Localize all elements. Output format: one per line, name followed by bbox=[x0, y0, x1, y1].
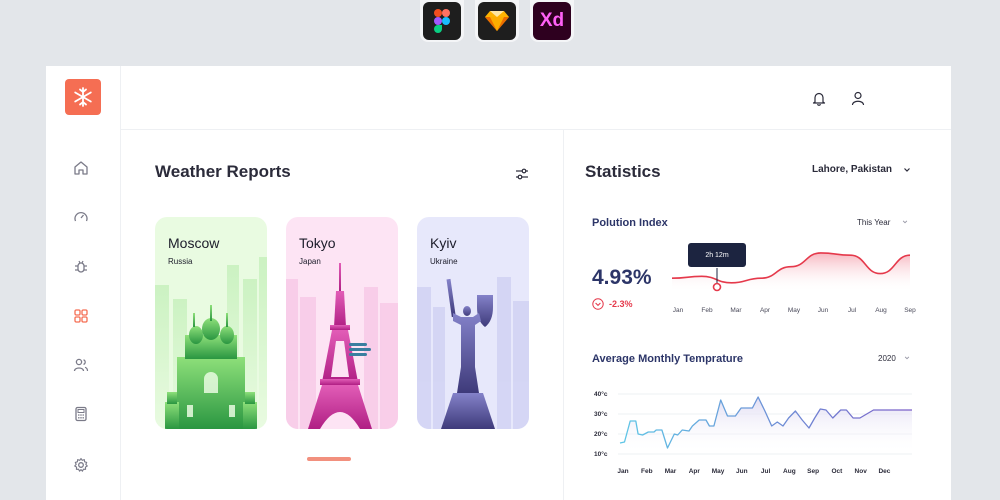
sketch-tool-icon bbox=[475, 0, 519, 42]
x-tick-label: Jan bbox=[617, 468, 628, 475]
nav-dashboard[interactable] bbox=[71, 306, 91, 326]
avg-temperature-title: Average Monthly Temprature bbox=[592, 353, 743, 365]
x-tick-label: Oct bbox=[831, 468, 843, 475]
year-select[interactable]: 2020 bbox=[878, 354, 896, 363]
carousel-indicator[interactable] bbox=[307, 457, 351, 461]
x-tick-label: Apr bbox=[760, 307, 771, 314]
statistics-title: Statistics bbox=[585, 162, 661, 181]
pollution-marker bbox=[712, 282, 722, 292]
top-header bbox=[121, 66, 951, 130]
x-tick-label: Apr bbox=[689, 468, 701, 475]
arrow-down-circle-icon bbox=[592, 298, 604, 310]
x-tick-label: Sep bbox=[807, 468, 819, 475]
figma-tool-icon bbox=[420, 0, 464, 42]
bell-icon bbox=[812, 92, 826, 106]
chevron-down-icon[interactable] bbox=[904, 355, 910, 361]
sidebar bbox=[46, 66, 121, 500]
x-tick-label: Feb bbox=[701, 307, 713, 314]
y-tick-label: 10°c bbox=[594, 450, 608, 458]
pollution-index-title: Polution Index bbox=[592, 217, 668, 229]
panel-divider bbox=[563, 130, 564, 500]
tokyo-tower-illustration bbox=[286, 263, 398, 429]
notifications-button[interactable] bbox=[809, 88, 829, 108]
x-tick-label: Mar bbox=[665, 468, 677, 475]
app-logo[interactable] bbox=[65, 79, 101, 115]
home-icon bbox=[74, 161, 88, 175]
x-tick-label: Sep bbox=[904, 307, 916, 314]
grid-icon bbox=[74, 309, 88, 323]
weather-card-moscow[interactable]: Moscow Russia bbox=[155, 217, 267, 429]
nav-bugs[interactable] bbox=[71, 257, 91, 277]
pollution-range-select[interactable]: This Year bbox=[857, 218, 891, 227]
y-tick-label: 40°c bbox=[594, 390, 608, 398]
nav-calculator[interactable] bbox=[71, 404, 91, 424]
filter-settings-icon[interactable] bbox=[514, 166, 530, 182]
nav-home[interactable] bbox=[71, 158, 91, 178]
x-tick-label: Jul bbox=[848, 307, 857, 314]
x-tick-label: Mar bbox=[730, 307, 742, 314]
x-tick-label: Aug bbox=[783, 468, 796, 475]
x-tick-label: Feb bbox=[641, 468, 653, 475]
figma-logo-icon bbox=[434, 9, 450, 33]
pollution-chart: Jan Feb Mar Apr May Jun Jul Aug Sep bbox=[671, 252, 916, 314]
location-select[interactable]: Lahore, Pakistan bbox=[812, 164, 893, 175]
card-city: Tokyo bbox=[299, 235, 336, 251]
gear-icon bbox=[74, 457, 88, 472]
card-city: Kyiv bbox=[430, 235, 457, 251]
chevron-down-icon[interactable] bbox=[903, 166, 911, 174]
xd-logo: Xd bbox=[533, 2, 571, 40]
x-tick-label: May bbox=[712, 468, 725, 475]
card-country: Russia bbox=[168, 257, 193, 266]
nav-gauge[interactable] bbox=[71, 207, 91, 227]
chevron-down-icon[interactable] bbox=[902, 219, 908, 225]
x-tick-label: Jun bbox=[736, 468, 748, 475]
x-tick-label: Jan bbox=[673, 307, 684, 314]
pollution-value: 4.93% bbox=[592, 266, 652, 289]
profile-button[interactable] bbox=[848, 88, 868, 108]
weather-reports-title: Weather Reports bbox=[155, 162, 291, 181]
card-country: Japan bbox=[299, 257, 321, 266]
weather-card-tokyo[interactable]: Tokyo Japan bbox=[286, 217, 398, 429]
users-icon bbox=[73, 358, 89, 372]
y-tick-label: 30°c bbox=[594, 410, 608, 418]
snowflake-icon bbox=[74, 87, 92, 107]
x-tick-label: Dec bbox=[878, 468, 890, 475]
card-country: Ukraine bbox=[430, 257, 458, 266]
card-city: Moscow bbox=[168, 235, 220, 251]
nav-settings[interactable] bbox=[71, 455, 91, 475]
chart-tooltip: 2h 12m bbox=[688, 243, 746, 267]
gauge-icon bbox=[74, 211, 88, 222]
nav-users[interactable] bbox=[71, 355, 91, 375]
moscow-cathedral-illustration bbox=[155, 257, 267, 429]
pollution-delta: -2.3% bbox=[609, 299, 633, 309]
x-tick-label: Jul bbox=[761, 468, 771, 475]
pollution-area bbox=[672, 252, 910, 292]
sketch-logo-icon bbox=[485, 11, 509, 31]
temperature-area bbox=[620, 397, 912, 454]
dashboard-window: Weather Reports bbox=[46, 66, 951, 500]
xd-tool-icon: Xd bbox=[530, 0, 574, 42]
x-tick-label: Jun bbox=[818, 307, 829, 314]
x-tick-label: May bbox=[788, 307, 801, 314]
weather-card-kyiv[interactable]: Kyiv Ukraine bbox=[417, 217, 529, 429]
x-tick-label: Nov bbox=[855, 468, 868, 475]
temperature-line bbox=[619, 396, 912, 449]
y-tick-label: 20°c bbox=[594, 430, 608, 438]
temperature-chart: 40°c 30°c 20°c 10°c Jan Feb Mar Apr May Jun Jul Aug… bbox=[594, 390, 912, 475]
x-tick-label: Aug bbox=[875, 307, 887, 314]
bug-icon bbox=[75, 260, 87, 273]
kyiv-motherland-illustration bbox=[417, 277, 529, 429]
pollution-line bbox=[671, 252, 911, 284]
user-icon bbox=[851, 91, 865, 105]
calculator-icon bbox=[75, 406, 87, 422]
